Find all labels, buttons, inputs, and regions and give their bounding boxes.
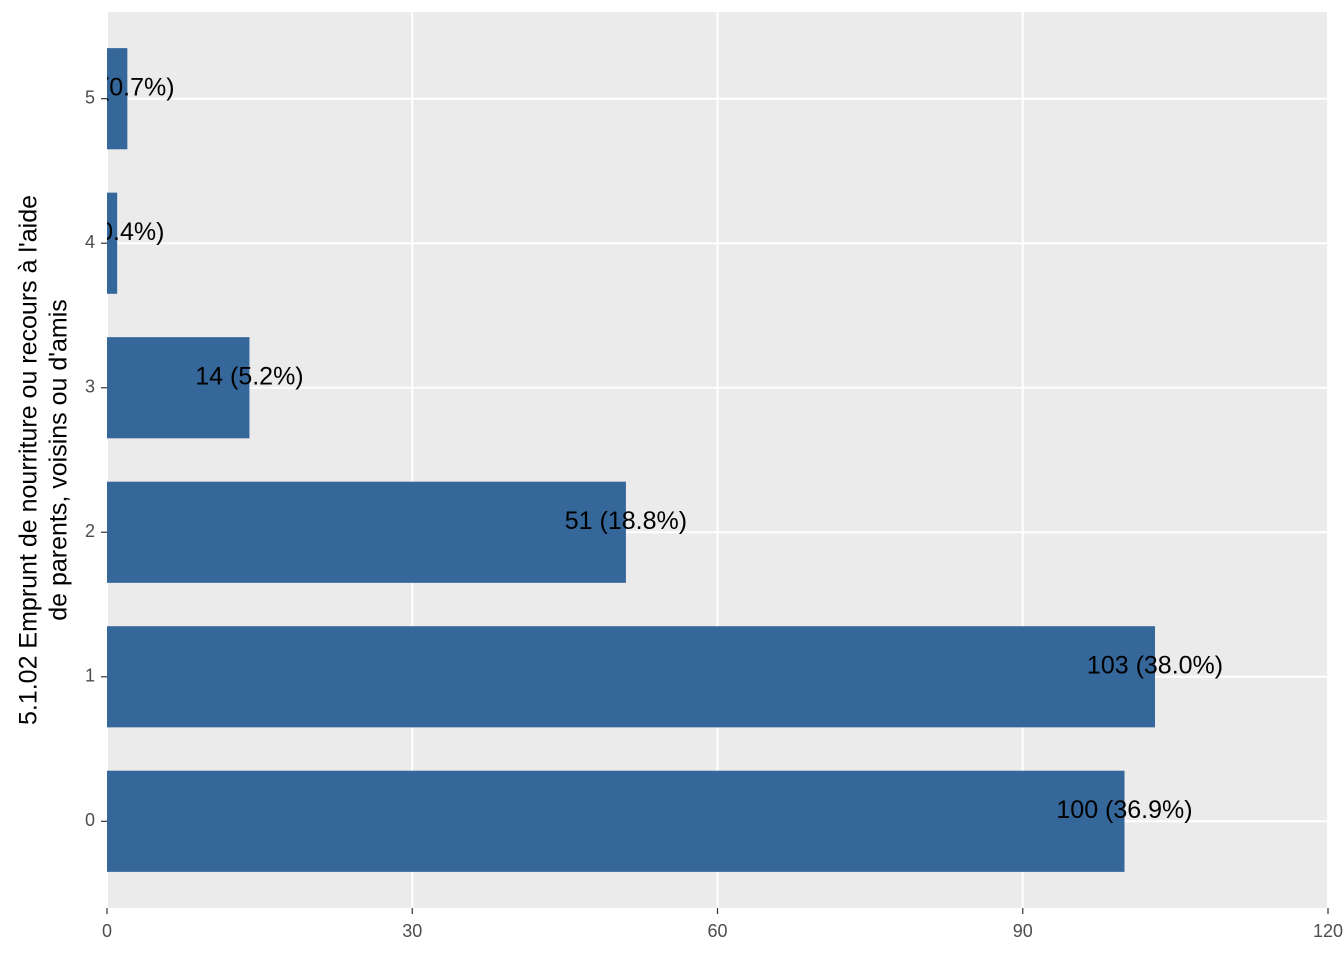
y-tick-label: 1 [85,666,95,686]
value-label: 103 (38.0%) [1087,651,1223,679]
x-tick-label: 0 [102,921,112,941]
y-tick-label: 3 [85,376,95,396]
value-labels: 100 (36.9%) 103 (38.0%) 51 (18.8%) 14 (5.2%… [70,73,1223,824]
bar [107,192,118,294]
y-tick-label: 4 [85,232,95,252]
x-tick-label: 30 [402,921,422,941]
y-tick-label: 5 [85,87,95,107]
bar [107,626,1156,728]
value-label: 2 (0.7%) [80,73,174,101]
y-axis-title: 5.1.02 Emprunt de nourriture ou recours … [15,195,73,725]
axes: 0 30 60 90 120 0 1 2 3 4 5 [85,87,1343,940]
value-label: 1 (0.4%) [70,218,164,246]
y-tick-label: 2 [85,521,95,541]
y-title-line: de parents, voisins ou d'amis [45,299,73,621]
value-label: 51 (18.8%) [565,507,687,535]
x-tick-label: 120 [1313,921,1343,941]
x-tick-label: 60 [707,921,727,941]
y-title-line: 5.1.02 Emprunt de nourriture ou recours … [15,195,43,725]
bars [107,48,1156,872]
bar [107,481,626,583]
bar [107,48,128,150]
bar [107,337,250,439]
bar [107,770,1125,872]
x-tick-label: 90 [1013,921,1033,941]
y-tick-label: 0 [85,810,95,830]
value-label: 14 (5.2%) [195,362,303,390]
value-label: 100 (36.9%) [1056,796,1192,824]
